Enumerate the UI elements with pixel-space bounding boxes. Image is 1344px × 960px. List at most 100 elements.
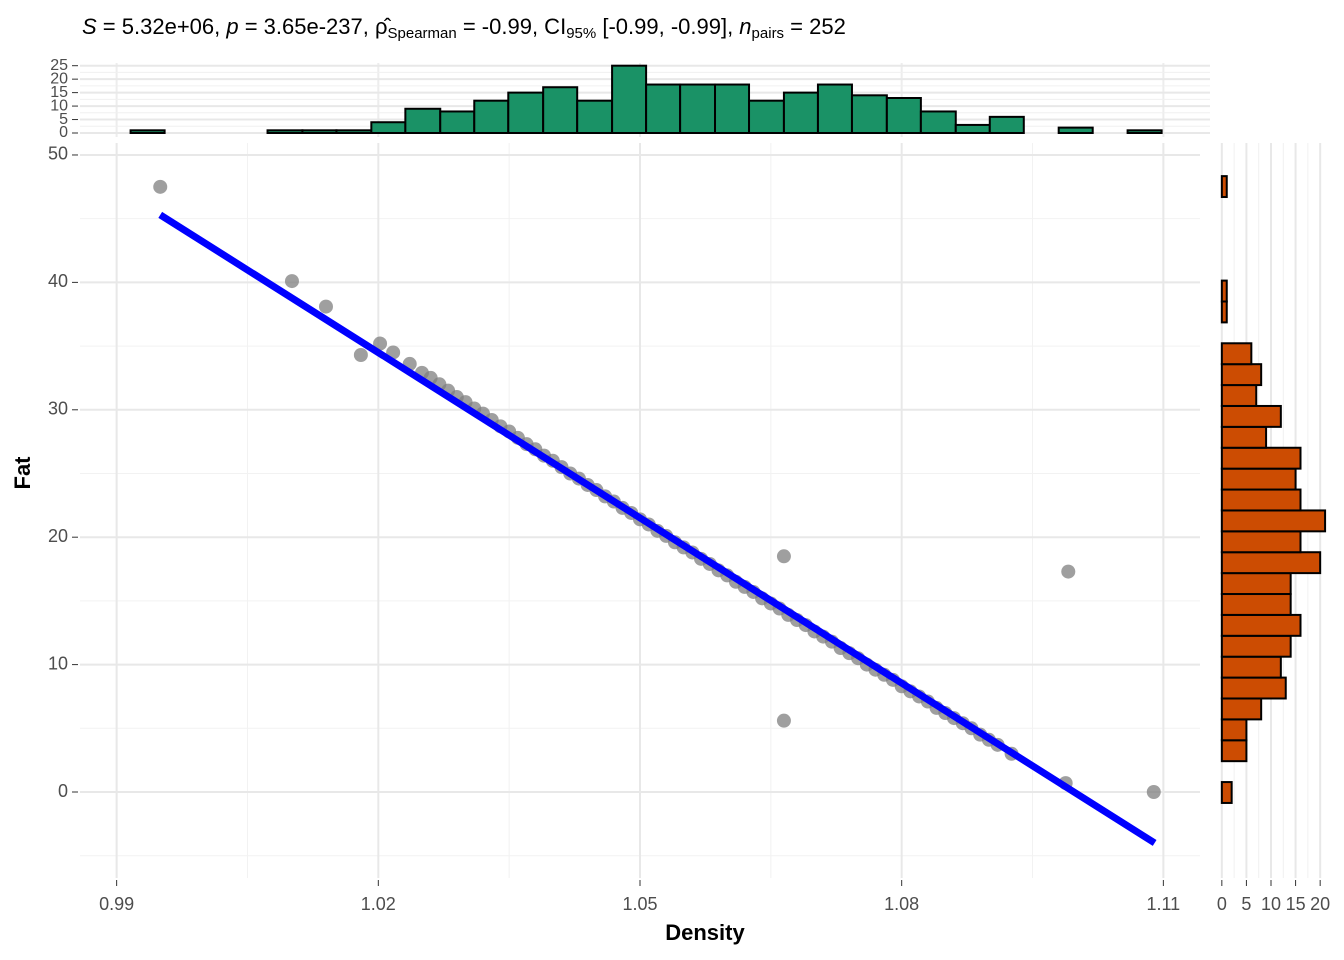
histogram-bar [404, 107, 442, 135]
histogram-bar [1220, 551, 1322, 575]
histogram-bar [954, 123, 991, 135]
histogram-bar [1220, 404, 1282, 428]
title-part: ρ̂ [375, 14, 392, 39]
x-tick-label: 10 [1261, 894, 1281, 914]
layer [129, 64, 1327, 846]
point [373, 336, 388, 351]
histogram-bar [850, 94, 888, 134]
histogram-bar [1220, 718, 1248, 742]
histogram-bar [439, 110, 476, 135]
histogram-bar [335, 129, 373, 135]
title-part: = 5.32e+06, [97, 14, 227, 39]
histogram-bar [1220, 676, 1287, 700]
title-part: = 252 [784, 14, 846, 39]
title-part: n [739, 14, 751, 39]
histogram-bar [1220, 572, 1292, 596]
histogram-bar [1126, 129, 1163, 135]
histogram-bar [370, 121, 407, 134]
x-tick-label: 5 [1241, 894, 1251, 914]
histogram-bar [1220, 697, 1263, 721]
histogram-bar [1220, 300, 1228, 324]
histogram-bar [816, 83, 853, 134]
histogram-bar [1220, 279, 1228, 303]
point [353, 348, 368, 363]
x-tick-label: 1.02 [361, 894, 396, 914]
histogram-bar [611, 64, 648, 134]
histogram-bar [1220, 739, 1248, 763]
histogram-bar [1220, 488, 1302, 512]
histogram-bar [748, 99, 785, 134]
layer [80, 63, 1322, 878]
histogram-bar [1220, 446, 1302, 470]
y-tick-label: 5 [59, 111, 68, 128]
histogram-bar [885, 97, 922, 134]
histogram-bar [919, 110, 957, 135]
x-tick-label: 1.08 [884, 894, 919, 914]
x-tick-label: 15 [1286, 894, 1306, 914]
histogram-bar [1220, 509, 1327, 533]
histogram-bar [301, 129, 338, 135]
histogram-bar [1220, 530, 1302, 554]
y-tick-label: 0 [59, 124, 68, 141]
x-tick-label: 20 [1310, 894, 1330, 914]
title-part: pairs [752, 25, 785, 42]
histogram-bar [1220, 425, 1268, 449]
histogram-bar [473, 99, 510, 134]
y-tick-label: 25 [50, 57, 68, 74]
histogram-bar [1220, 593, 1292, 616]
point [1146, 785, 1161, 800]
histogram-bar [1220, 613, 1302, 637]
histogram-bar [1057, 126, 1094, 135]
point [776, 549, 791, 564]
histogram-bar [542, 86, 579, 134]
histogram-bar [1220, 634, 1292, 658]
histogram-bar [266, 129, 304, 135]
point [776, 713, 791, 728]
histogram-bar [714, 83, 751, 134]
y-tick-label: 15 [50, 84, 68, 101]
histogram-bar [1220, 175, 1228, 199]
histogram-bar [1220, 781, 1233, 804]
histogram-bar [1220, 384, 1258, 407]
y-tick-label: 40 [48, 271, 68, 291]
chart-title: S = 5.32e+06, p = 3.65e-237, ρ̂Spearman … [82, 14, 846, 42]
histogram-bar [1220, 467, 1297, 491]
regression-line [158, 211, 1157, 846]
y-axis-title: Fat [10, 456, 35, 490]
point [318, 299, 333, 314]
y-tick-label: 0 [58, 781, 68, 801]
x-tick-label: 1.11 [1147, 894, 1181, 914]
title-part: [-0.99, -0.99], [596, 14, 739, 39]
title-part: = 3.65e-237, [239, 14, 375, 39]
x-axis-title: Density [665, 920, 745, 945]
y-tick-label: 10 [48, 653, 68, 673]
histogram-bar [576, 99, 614, 134]
x-tick-label: 0.99 [99, 894, 134, 914]
title-part: 95% [566, 25, 596, 42]
x-tick-label: 0 [1217, 894, 1227, 914]
histogram-bar [645, 83, 682, 134]
y-tick-label: 10 [50, 97, 68, 114]
title-part: = -0.99, CI [457, 14, 566, 39]
histogram-bar [1220, 363, 1263, 387]
layer: 0.99 1.02 1.05 1.08 1.1101020304050051015202… [48, 57, 1330, 914]
y-tick-label: 20 [50, 70, 68, 87]
histogram-bar [129, 129, 166, 135]
title-part: Spearman [388, 25, 457, 42]
histogram-bar [679, 83, 717, 134]
histogram-bar [507, 91, 545, 135]
y-tick-label: 50 [48, 144, 68, 164]
histogram-bar [1220, 655, 1282, 679]
y-tick-label: 30 [48, 399, 68, 419]
x-tick-label: 1.05 [622, 894, 657, 914]
title-part: S [82, 14, 97, 39]
histogram-bar [1220, 342, 1253, 366]
histogram-bar [782, 91, 819, 135]
title-part: p [225, 14, 238, 39]
histogram-bar [988, 115, 1025, 134]
y-tick-label: 20 [48, 526, 68, 546]
point [153, 179, 168, 194]
point [284, 274, 299, 289]
point [1061, 564, 1076, 579]
